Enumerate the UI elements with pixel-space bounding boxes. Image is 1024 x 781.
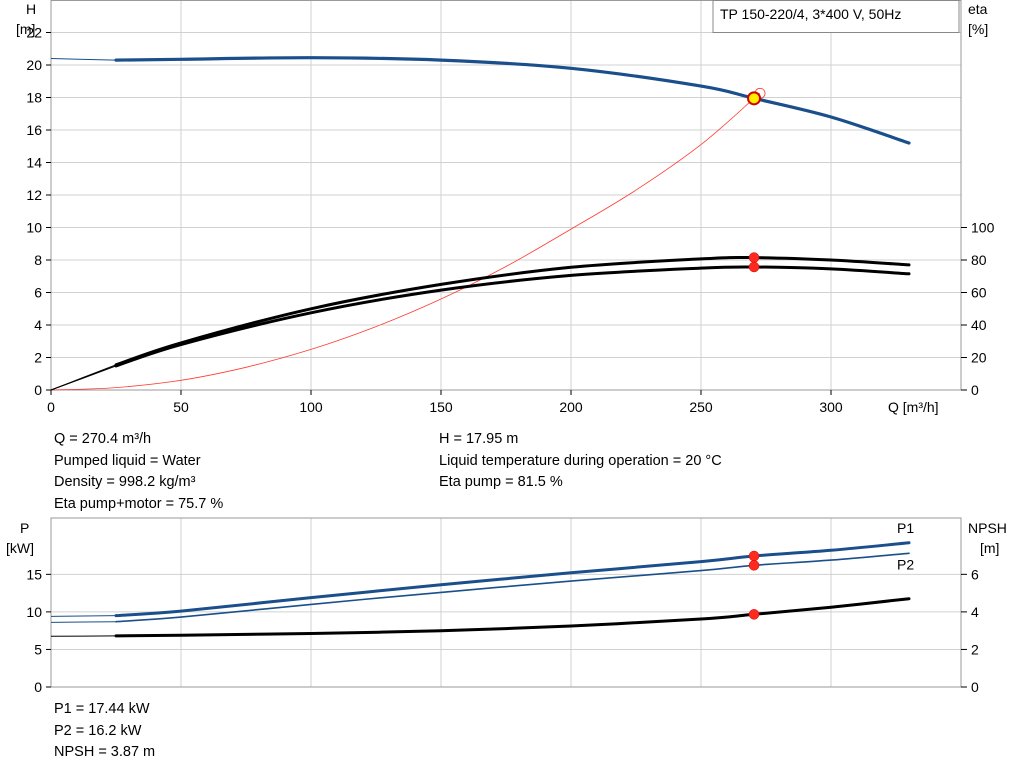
bottom-left-axis-unit: [kW] xyxy=(6,540,34,556)
top-left-tick-label: 8 xyxy=(34,252,42,268)
top-x-tick-label: 100 xyxy=(299,399,323,415)
top-x-tick-label: 0 xyxy=(47,399,55,415)
top-right-tick-label: 40 xyxy=(971,317,987,333)
bottom-left-tick-label: 10 xyxy=(26,604,42,620)
info-top-right: H = 17.95 m Liquid temperature during op… xyxy=(439,429,722,494)
top-right-tick-label: 80 xyxy=(971,252,987,268)
series-p2-label: P2 xyxy=(897,556,914,572)
bottom-right-tick-label: 6 xyxy=(971,566,979,582)
top-right-tick-label: 100 xyxy=(971,220,995,236)
eta-marker xyxy=(748,252,760,263)
top-left-tick-label: 22 xyxy=(26,25,42,41)
top-left-tick-label: 4 xyxy=(34,317,42,333)
top-right-axis-label: eta xyxy=(968,1,988,17)
eta-marker xyxy=(748,261,760,273)
bottom-right-tick-label: 2 xyxy=(971,641,979,657)
top-left-tick-label: 10 xyxy=(26,220,42,236)
info-flow: Q = 270.4 m³/h xyxy=(54,431,152,447)
bottom-plot-frame xyxy=(50,517,962,688)
top-left-tick-label: 6 xyxy=(34,285,42,301)
bottom-right-axis-unit: [m] xyxy=(980,540,999,556)
top-left-tick-label: 12 xyxy=(26,187,42,203)
bottom-right-tick-label: 4 xyxy=(971,604,979,620)
top-x-tick-label: 200 xyxy=(559,399,583,415)
top-x-tick-label: 150 xyxy=(429,399,453,415)
top-x-tick-label: 250 xyxy=(689,399,713,415)
top-left-axis-label: H xyxy=(26,1,36,17)
info-bottom: P1 = 17.44 kW P2 = 16.2 kW NPSH = 3.87 m xyxy=(54,699,155,764)
info-p1: P1 = 17.44 kW xyxy=(54,701,150,717)
series-p1-line xyxy=(114,541,911,618)
series-p1-extension xyxy=(50,615,117,617)
duty-point-marker xyxy=(747,91,762,106)
eta-pump-motor-curve-extension xyxy=(50,365,117,391)
series-p2-line xyxy=(115,552,910,623)
top-left-tick-label: 0 xyxy=(34,382,42,398)
top-left-tick-label: 16 xyxy=(26,122,42,138)
top-right-axis-unit: [%] xyxy=(968,21,988,37)
bottom-left-axis-label: P xyxy=(20,520,29,536)
series-p1-label: P1 xyxy=(897,520,914,536)
top-left-tick-label: 2 xyxy=(34,350,42,366)
top-right-tick-label: 60 xyxy=(971,285,987,301)
info-top-left: Q = 270.4 m³/h Pumped liquid = Water Den… xyxy=(54,429,223,515)
bottom-right-axis-label: NPSH xyxy=(968,520,1007,536)
top-right-tick-label: 0 xyxy=(971,382,979,398)
operating-point-marker xyxy=(748,560,760,571)
info-eta-pump-motor: Eta pump+motor = 75.7 % xyxy=(54,495,224,512)
info-liquid: Pumped liquid = Water xyxy=(54,452,201,469)
bottom-left-tick-label: 5 xyxy=(34,641,42,657)
chart-title: TP 150-220/4, 3*400 V, 50Hz xyxy=(720,6,901,22)
npsh-curve-line xyxy=(114,597,911,638)
info-p2: P2 = 16.2 kW xyxy=(54,722,142,739)
bottom-left-tick-label: 15 xyxy=(26,566,42,582)
chart-title-box xyxy=(712,0,960,33)
system-curve-line xyxy=(50,92,760,391)
eta-pump-curve-line xyxy=(114,255,911,367)
eta-pump-motor-curve-line xyxy=(114,265,911,368)
head-curve-extension xyxy=(50,58,117,61)
series-p2-extension xyxy=(50,621,117,623)
operating-point-marker xyxy=(748,550,760,562)
operating-point-marker xyxy=(748,609,760,620)
info-head: H = 17.95 m xyxy=(439,431,519,447)
info-density: Density = 998.2 kg/m³ xyxy=(54,474,196,490)
top-left-tick-label: 18 xyxy=(26,90,42,106)
top-x-axis-label: Q [m³/h] xyxy=(888,399,939,415)
bottom-left-tick-label: 0 xyxy=(34,679,42,695)
top-left-tick-label: 14 xyxy=(26,155,42,171)
top-x-tick-label: 50 xyxy=(173,399,189,415)
head-curve-line xyxy=(114,56,911,145)
info-temperature: Liquid temperature during operation = 20… xyxy=(439,452,722,469)
top-x-tick-label: 300 xyxy=(819,399,843,415)
top-right-tick-label: 20 xyxy=(971,350,987,366)
top-left-axis-unit: [m] xyxy=(16,21,35,37)
top-left-tick-label: 20 xyxy=(26,57,42,73)
info-eta-pump: Eta pump = 81.5 % xyxy=(439,474,563,490)
bottom-right-tick-label: 0 xyxy=(971,679,979,695)
info-npsh: NPSH = 3.87 m xyxy=(54,744,156,760)
